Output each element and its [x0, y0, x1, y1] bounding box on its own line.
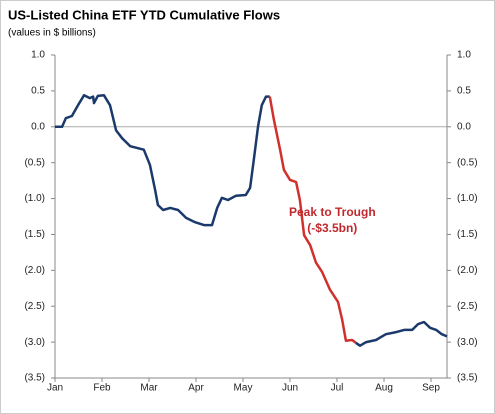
x-tick-label: Apr [188, 383, 204, 394]
annotation: Peak to Trough [289, 205, 376, 219]
y2-tick-label: 0.0 [457, 121, 471, 132]
y2-tick-label: (2.5) [457, 301, 478, 312]
x-tick-label: May [234, 383, 253, 394]
chart-title: US-Listed China ETF YTD Cumulative Flows [8, 7, 280, 22]
y-tick-label: (0.5) [24, 157, 45, 168]
y2-tick-label: (1.5) [457, 229, 478, 240]
y-tick-label: (3.5) [24, 373, 45, 384]
y-tick-label: 1.0 [31, 50, 45, 61]
x-tick-label: Jan [47, 383, 63, 394]
y-tick-label: 0.5 [31, 86, 45, 97]
y-tick-label: (1.5) [24, 229, 45, 240]
y-tick-label: (2.5) [24, 301, 45, 312]
annotation: (-$3.5bn) [307, 221, 357, 235]
y2-tick-label: (0.5) [457, 157, 478, 168]
line-series [55, 93, 270, 227]
y-tick-label: 0.0 [31, 121, 45, 132]
y2-tick-label: (3.5) [457, 373, 478, 384]
x-tick-label: Sep [422, 383, 440, 394]
y2-tick-label: 1.0 [457, 50, 471, 61]
x-tick-label: Mar [140, 383, 158, 394]
x-tick-label: Feb [93, 383, 111, 394]
y2-tick-label: 0.5 [457, 86, 471, 97]
x-tick-label: Aug [375, 383, 393, 394]
y2-tick-label: (3.0) [457, 337, 478, 348]
chart-subtitle: (values in $ billions) [8, 28, 96, 39]
line-series [355, 320, 448, 347]
y-tick-label: (2.0) [24, 265, 45, 276]
y-tick-label: (3.0) [24, 337, 45, 348]
x-tick-label: Jul [331, 383, 344, 394]
y2-tick-label: (2.0) [457, 265, 478, 276]
x-tick-label: Jun [282, 383, 298, 394]
y2-tick-label: (1.0) [457, 193, 478, 204]
y-tick-label: (1.0) [24, 193, 45, 204]
line-series [268, 96, 357, 344]
